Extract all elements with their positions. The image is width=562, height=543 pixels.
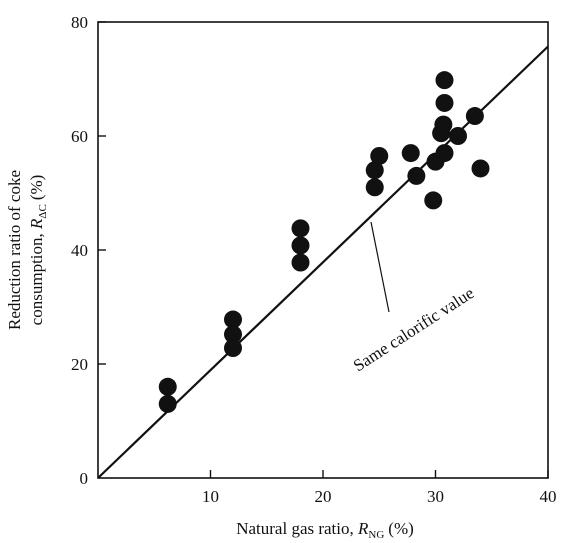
- y-tick-label: 40: [71, 241, 88, 260]
- x-axis-label-unit: (%): [388, 519, 413, 538]
- y-axis-label-line2-text: consumption,: [27, 229, 46, 325]
- data-point: [471, 159, 490, 178]
- x-tick-label: 20: [315, 487, 332, 506]
- data-point: [158, 394, 177, 413]
- data-point: [407, 166, 426, 185]
- x-axis-label: Natural gas ratio, RNG (%): [236, 519, 414, 541]
- data-point: [365, 178, 384, 197]
- data-point: [434, 115, 453, 134]
- axis-ticks: [98, 21, 549, 478]
- x-axis-label-symbol: R: [357, 519, 369, 538]
- y-axis-label-subscript: ΔC: [37, 204, 49, 218]
- data-point: [449, 127, 467, 145]
- data-point: [158, 377, 177, 396]
- data-point: [224, 325, 242, 344]
- data-point: [224, 310, 242, 329]
- y-axis-label: Reduction ratio of coke consumption, RΔC…: [5, 170, 49, 330]
- annotation-leader-line: [370, 221, 390, 313]
- y-tick-label: 20: [71, 355, 88, 374]
- data-point: [370, 146, 389, 165]
- x-tick-label: 30: [427, 487, 444, 506]
- data-point: [401, 144, 420, 163]
- y-tick-label: 80: [71, 13, 88, 32]
- data-point: [291, 219, 310, 238]
- y-axis-label-symbol: R: [27, 218, 46, 230]
- x-tick-label: 40: [540, 487, 557, 506]
- data-points: [158, 71, 490, 413]
- data-point: [435, 144, 454, 163]
- annotation-same-calorific-value: Same calorific value: [350, 283, 478, 375]
- y-axis-label-line1: Reduction ratio of coke: [5, 170, 24, 330]
- x-axis-label-text: Natural gas ratio,: [236, 519, 358, 538]
- data-point: [224, 339, 242, 358]
- data-point: [465, 107, 484, 126]
- data-point: [291, 253, 310, 272]
- data-point: [424, 191, 443, 210]
- y-tick-label: 60: [71, 127, 88, 146]
- y-axis-label-unit: (%): [27, 175, 46, 200]
- x-tick-label: 10: [202, 487, 219, 506]
- data-point: [365, 161, 384, 180]
- y-axis-label-line2: consumption, RΔC (%): [27, 175, 49, 326]
- data-point: [435, 93, 454, 112]
- axis-tick-labels: 10 20 30 40 0 20 40 60 80: [71, 13, 557, 506]
- origin-tick-label: 0: [80, 469, 89, 488]
- data-point: [435, 71, 454, 90]
- data-point: [291, 236, 310, 255]
- x-axis-label-subscript: NG: [368, 529, 384, 541]
